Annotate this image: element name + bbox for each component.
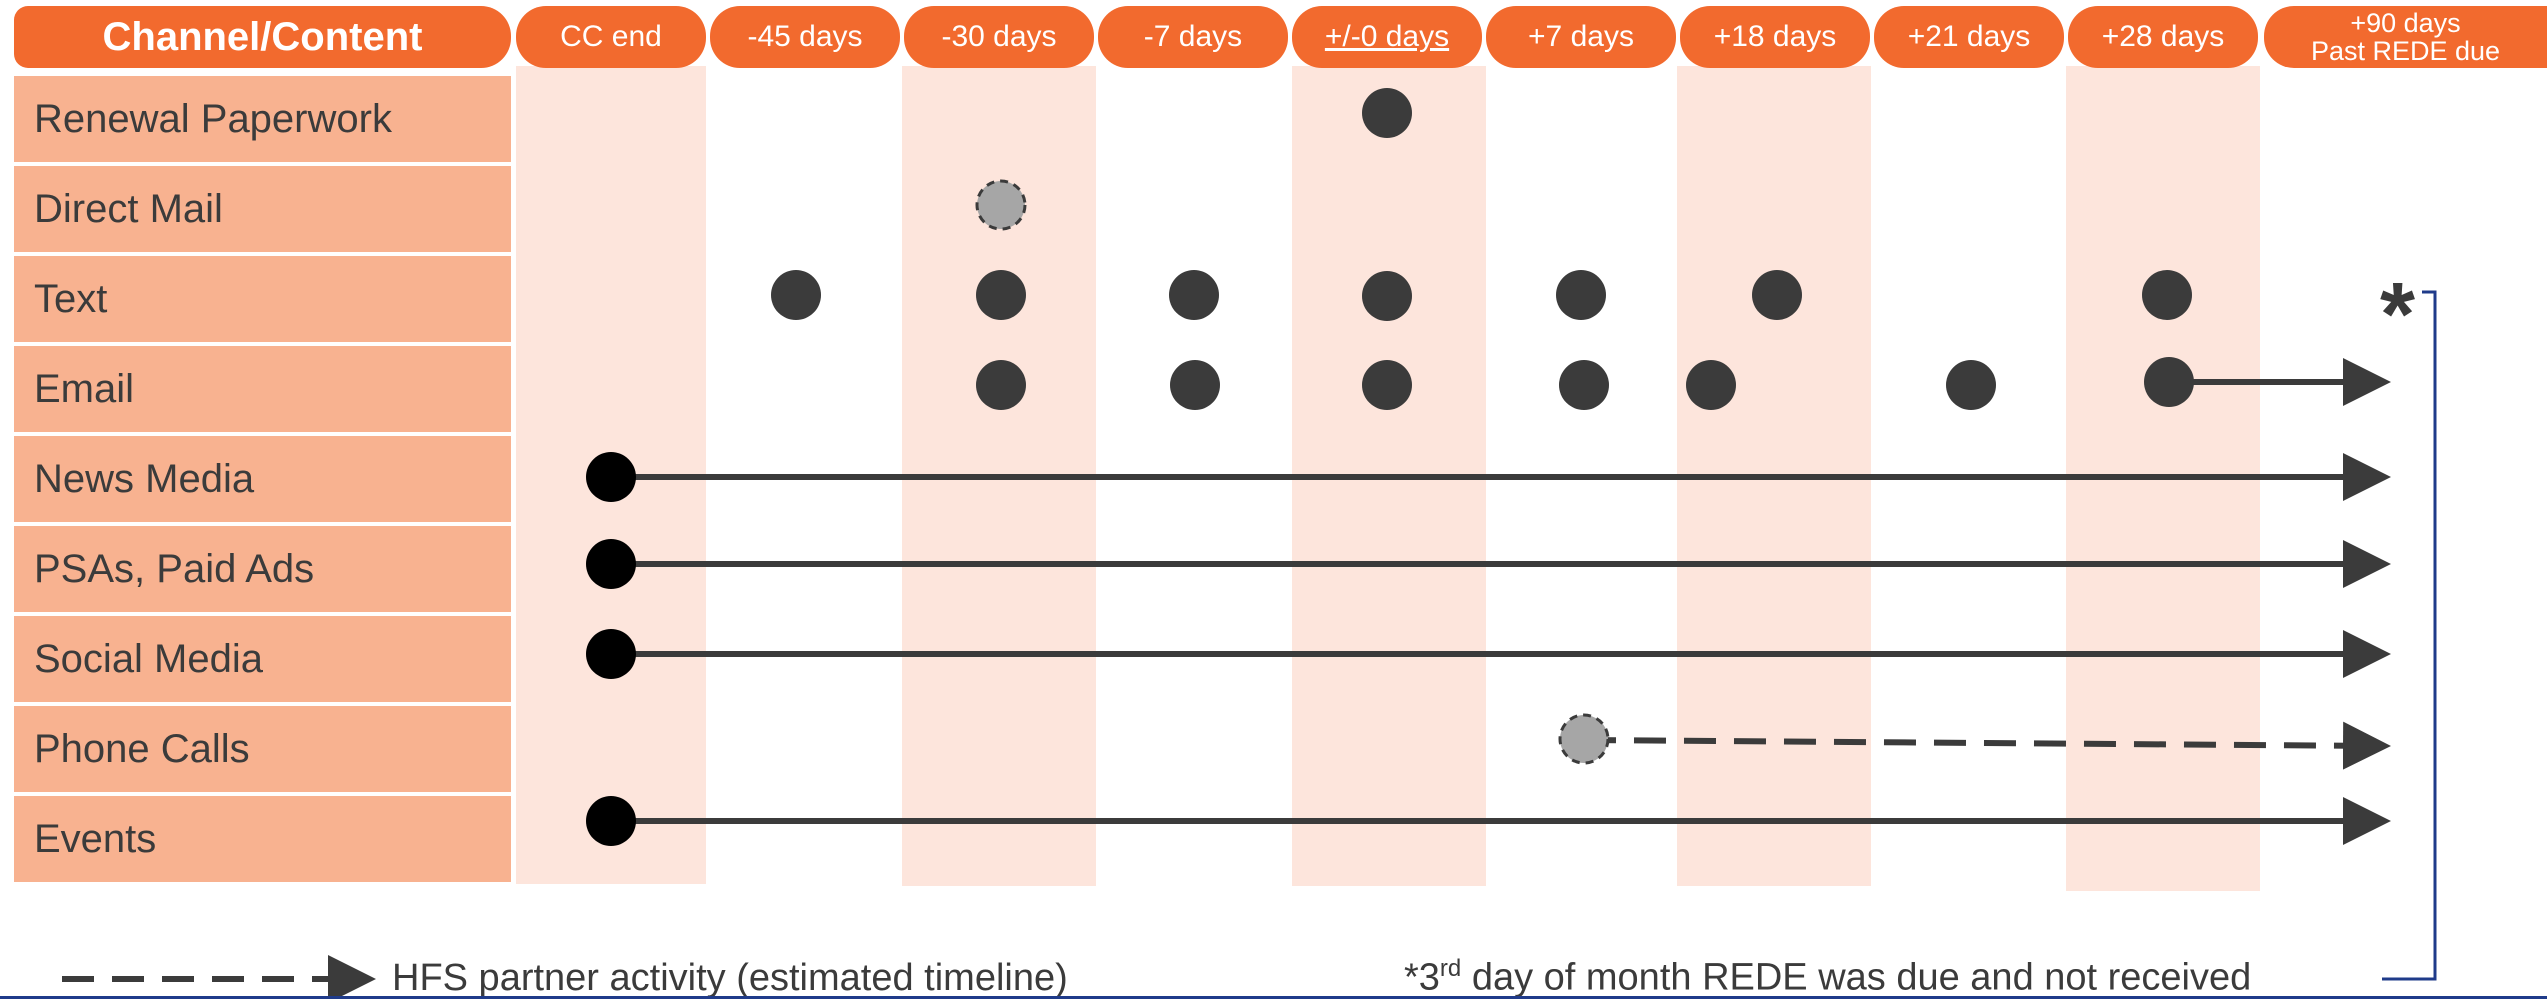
- marker-email-minus-30: [976, 360, 1026, 410]
- marker-phone-calls-estimated: [1558, 713, 1610, 765]
- header-minus-45-days: -45 days: [710, 6, 900, 68]
- marker-email-zero: [1362, 360, 1412, 410]
- footnote-text: day of month REDE was due and not receiv…: [1461, 956, 2252, 999]
- marker-psas-start: [586, 539, 636, 589]
- header-cc-end: CC end: [516, 6, 706, 68]
- row-label-events: Events: [14, 796, 511, 882]
- row-label-phone-calls: Phone Calls: [14, 706, 511, 792]
- header-plus-28-days: +28 days: [2068, 6, 2258, 68]
- marker-news-media-start: [586, 452, 636, 502]
- marker-text-zero: [1362, 271, 1412, 321]
- footnote-superscript: rd: [1439, 955, 1462, 982]
- header-plus-90-days: +90 days Past REDE due: [2264, 6, 2547, 68]
- marker-text-plus-28: [2142, 270, 2192, 320]
- footnote: *3rd day of month REDE was due and not r…: [1404, 955, 2251, 1000]
- asterisk-marker: *: [2380, 265, 2416, 365]
- header-plus-21-days: +21 days: [1874, 6, 2064, 68]
- marker-text-minus-7: [1169, 270, 1219, 320]
- marker-events-start: [586, 796, 636, 846]
- marker-direct-mail-minus-30-estimated: [975, 179, 1027, 231]
- marker-text-plus-7: [1556, 270, 1606, 320]
- header-minus-7-days: -7 days: [1098, 6, 1288, 68]
- arrow-phone-calls-estimated: [1583, 721, 2391, 770]
- bottom-rule: [0, 996, 2547, 999]
- row-label-text: Text: [14, 256, 511, 342]
- header-plus-18-days: +18 days: [1680, 6, 1870, 68]
- header-plus-90-line2: Past REDE due: [2310, 36, 2501, 66]
- footnote-prefix: *3: [1404, 956, 1440, 999]
- row-label-renewal-paperwork: Renewal Paperwork: [14, 76, 511, 162]
- marker-text-minus-30: [976, 270, 1026, 320]
- marker-text-minus-45: [771, 270, 821, 320]
- channel-content-header: Channel/Content: [14, 6, 511, 68]
- row-label-direct-mail: Direct Mail: [14, 166, 511, 252]
- marker-social-media-start: [586, 629, 636, 679]
- row-label-email: Email: [14, 346, 511, 432]
- row-label-news-media: News Media: [14, 436, 511, 522]
- marker-text-plus-18: [1752, 270, 1802, 320]
- footnote-bracket-line: [2382, 290, 2437, 981]
- marker-renewal-paperwork-zero: [1362, 88, 1412, 138]
- marker-email-plus-7: [1559, 360, 1609, 410]
- marker-email-plus-18: [1686, 360, 1736, 410]
- marker-email-minus-7: [1170, 360, 1220, 410]
- row-label-social-media: Social Media: [14, 616, 511, 702]
- header-minus-30-days: -30 days: [904, 6, 1094, 68]
- marker-email-plus-21: [1946, 360, 1996, 410]
- header-plus-90-line1: +90 days: [2350, 7, 2461, 38]
- legend-text: HFS partner activity (estimated timeline…: [392, 957, 1068, 999]
- header-zero-days: +/-0 days: [1292, 6, 1482, 68]
- header-plus-7-days: +7 days: [1486, 6, 1676, 68]
- row-label-psas-paid-ads: PSAs, Paid Ads: [14, 526, 511, 612]
